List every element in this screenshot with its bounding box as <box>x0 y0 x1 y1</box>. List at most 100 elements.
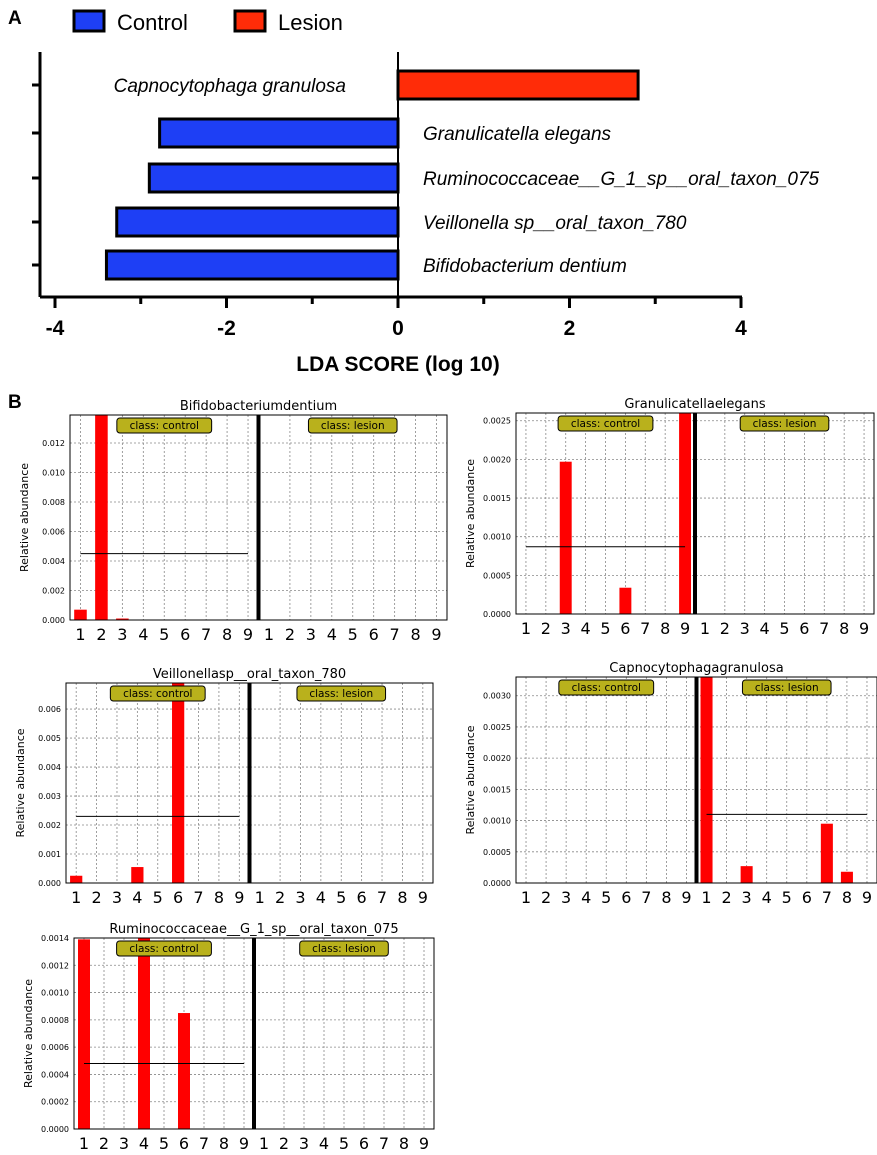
abundance-title: Granulicatellaelegans <box>624 397 766 412</box>
x-tick-label: 3 <box>561 888 571 907</box>
lda-bar <box>104 249 400 281</box>
y-tick-label: 0.002 <box>42 587 65 596</box>
x-tick-label: 9 <box>431 625 441 643</box>
class-label-box <box>299 940 389 957</box>
x-tick-label: 8 <box>410 625 420 643</box>
lda-bar <box>147 162 400 194</box>
y-tick-label: 0.0000 <box>483 610 511 619</box>
y-tick-label: 0.002 <box>38 821 61 830</box>
abundance-chart-capnocytophaga: Capnocytophagagranulosa 0.0000 0.0005 0.001… <box>464 661 877 907</box>
y-axis-title: Relative abundance <box>464 725 477 834</box>
x-tick-label: 9 <box>680 619 690 638</box>
class-label-box <box>116 417 213 434</box>
y-tick-label: 0.003 <box>38 792 61 801</box>
y-tick-label: 0.0002 <box>41 1098 69 1107</box>
abundance-bar <box>95 415 108 620</box>
x-tick-label: 4 <box>760 619 770 638</box>
y-tick-label: 0.0000 <box>41 1125 69 1134</box>
panel-a-label: A <box>8 8 22 29</box>
x-tick-label: 2 <box>279 1134 289 1153</box>
lda-bar-label: Capnocytophaga granulosa <box>114 76 346 97</box>
x-tick-label: 2 <box>564 317 576 340</box>
x-tick-label: 8 <box>842 888 852 907</box>
lda-bar <box>115 206 400 238</box>
y-tick-label: 0.005 <box>38 734 61 743</box>
lda-bar-label: Veillonella sp__oral_taxon_780 <box>423 213 687 234</box>
x-tick-label: 6 <box>179 1134 189 1153</box>
abundance-title: Veillonellasp__oral_taxon_780 <box>153 667 346 682</box>
plot-frame <box>515 412 875 615</box>
legend-swatch-lesion <box>233 9 267 33</box>
y-tick-label: 0.0006 <box>41 1043 69 1052</box>
class-label-box <box>116 940 212 957</box>
x-tick-label: 6 <box>799 619 809 638</box>
class-label-box <box>307 417 398 434</box>
x-tick-label: 8 <box>661 888 671 907</box>
x-tick-label: 5 <box>600 619 610 638</box>
x-tick-label: 6 <box>173 888 183 907</box>
x-tick-label: 4 <box>132 888 142 907</box>
lda-score-chart: Control Lesion -4 -2 0 2 4 LDA SCORE (log 10) Ca… <box>32 9 820 376</box>
x-tick-label: 5 <box>153 888 163 907</box>
y-tick-label: 0.0015 <box>483 494 511 503</box>
class-label: class: lesion <box>755 682 819 694</box>
x-tick-label: 2 <box>541 619 551 638</box>
abundance-bar <box>820 823 833 883</box>
x-tick-label: 1 <box>701 888 711 907</box>
abundance-chart-ruminococcaceae: Ruminococcaceae__G_1_sp__oral_taxon_075 0… <box>22 922 435 1153</box>
x-tick-label: 8 <box>839 619 849 638</box>
x-tick-label: 4 <box>762 888 772 907</box>
x-tick-label: 2 <box>541 888 551 907</box>
x-tick-label: 2 <box>721 888 731 907</box>
x-tick-label: 7 <box>819 619 829 638</box>
class-label: class: control <box>572 682 641 694</box>
abundance-bar <box>131 867 144 883</box>
x-tick-label: 9 <box>239 1134 249 1153</box>
x-tick-label: 7 <box>193 888 203 907</box>
class-label: class: lesion <box>312 943 376 955</box>
y-tick-label: 0.0025 <box>483 417 511 426</box>
x-tick-label: 1 <box>521 888 531 907</box>
abundance-title: Ruminococcaceae__G_1_sp__oral_taxon_075 <box>109 922 398 937</box>
class-label: class: lesion <box>321 420 385 432</box>
lda-bar <box>158 117 400 149</box>
x-tick-label: 7 <box>201 625 211 643</box>
y-tick-label: 0.000 <box>38 879 61 888</box>
x-tick-label: 9 <box>243 625 253 643</box>
y-axis-title: Relative abundance <box>22 979 35 1088</box>
y-tick-label: 0.0000 <box>483 879 511 888</box>
y-tick-label: 0.0015 <box>483 785 511 794</box>
x-tick-label: 6 <box>802 888 812 907</box>
x-tick-label: 8 <box>222 625 232 643</box>
y-tick-label: 0.0012 <box>41 961 69 970</box>
lda-bar-label: Bifidobacterium dentium <box>423 256 627 277</box>
x-tick-label: 6 <box>357 888 367 907</box>
x-tick-label: 1 <box>264 625 274 643</box>
y-tick-label: 0.008 <box>42 498 65 507</box>
x-tick-label: 6 <box>359 1134 369 1153</box>
y-axis-title: Relative abundance <box>464 459 477 568</box>
x-tick-label: 4 <box>319 1134 329 1153</box>
x-tick-label: 5 <box>782 888 792 907</box>
x-tick-label: 7 <box>199 1134 209 1153</box>
x-tick-label: 2 <box>96 625 106 643</box>
x-tick-label: 9 <box>859 619 869 638</box>
x-tick-label: 3 <box>119 1134 129 1153</box>
x-tick-label: 4 <box>316 888 326 907</box>
x-tick-label: 5 <box>159 625 169 643</box>
x-tick-label: 4 <box>327 625 337 643</box>
class-label-box <box>296 685 387 702</box>
x-tick-label: -4 <box>46 317 65 340</box>
y-tick-label: 0.0010 <box>483 533 511 542</box>
y-tick-label: 0.0005 <box>483 848 511 857</box>
x-tick-label: 1 <box>75 625 85 643</box>
abundance-bar <box>619 587 632 614</box>
x-tick-label: 9 <box>681 888 691 907</box>
y-tick-label: 0.0030 <box>483 692 511 701</box>
x-tick-label: 1 <box>700 619 710 638</box>
x-tick-label: 4 <box>581 619 591 638</box>
x-tick-label: 7 <box>390 625 400 643</box>
x-tick-label: 9 <box>419 1134 429 1153</box>
abundance-chart-granulicatella: Granulicatellaelegans 0.0000 0.0005 0.0010 0… <box>464 397 875 638</box>
y-tick-label: 0.000 <box>42 616 65 625</box>
